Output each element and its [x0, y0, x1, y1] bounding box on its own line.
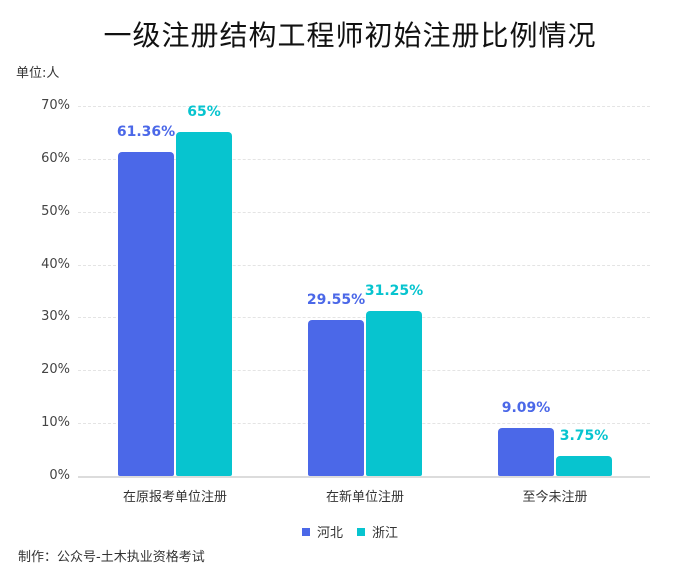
bar-hebei-1[interactable]	[308, 319, 364, 476]
y-tick-label: 10%	[41, 415, 70, 431]
y-tick-label: 70%	[41, 98, 70, 113]
bar-zhejiang-0[interactable]	[176, 132, 232, 476]
legend-label-hebei: 河北	[316, 526, 343, 541]
legend: 河北 浙江	[0, 522, 700, 541]
legend-label-zhejiang: 浙江	[372, 526, 399, 541]
gridline	[78, 423, 650, 425]
legend-swatch-zhejiang	[357, 527, 365, 536]
y-tick-label: 0%	[49, 468, 70, 483]
y-tick-label: 60%	[41, 150, 70, 166]
gridline	[78, 106, 650, 107]
chart-title: 一级注册结构工程师初始注册比例情况	[103, 19, 597, 52]
legend-swatch-hebei	[301, 527, 310, 536]
gridline	[78, 370, 650, 372]
value-label-zhejiang-2: 3.75%	[559, 428, 609, 445]
y-tick-label: 20%	[41, 362, 70, 378]
value-label-hebei-0: 61.36%	[116, 123, 176, 140]
y-tick-label: 40%	[41, 256, 70, 272]
y-tick-label: 30%	[41, 309, 70, 325]
value-label-zhejiang-1: 31.25%	[364, 282, 424, 299]
x-category-label: 在新单位注册	[325, 490, 404, 505]
x-axis-line	[78, 476, 650, 478]
credit-note: 制作：公众号-土木执业资格考试	[18, 550, 205, 565]
gridline	[78, 158, 650, 160]
value-label-hebei-2: 9.09%	[501, 399, 551, 416]
gridline	[78, 317, 650, 319]
y-tick-label: 50%	[41, 203, 70, 219]
unit-label: 单位:人	[16, 66, 60, 81]
bar-zhejiang-1[interactable]	[366, 310, 422, 476]
bar-zhejiang-2[interactable]	[556, 456, 612, 476]
value-label-hebei-1: 29.55%	[306, 291, 366, 308]
gridline	[78, 211, 650, 213]
gridline	[78, 264, 650, 266]
x-category-label: 在原报考单位注册	[122, 490, 227, 505]
bar-hebei-0[interactable]	[118, 151, 174, 476]
x-category-label: 至今未注册	[522, 490, 588, 505]
legend-item-zhejiang[interactable]: 浙江	[357, 522, 398, 541]
legend-item-hebei[interactable]: 河北	[301, 522, 343, 541]
bar-hebei-2[interactable]	[498, 427, 554, 476]
value-label-zhejiang-0: 65%	[187, 104, 221, 121]
